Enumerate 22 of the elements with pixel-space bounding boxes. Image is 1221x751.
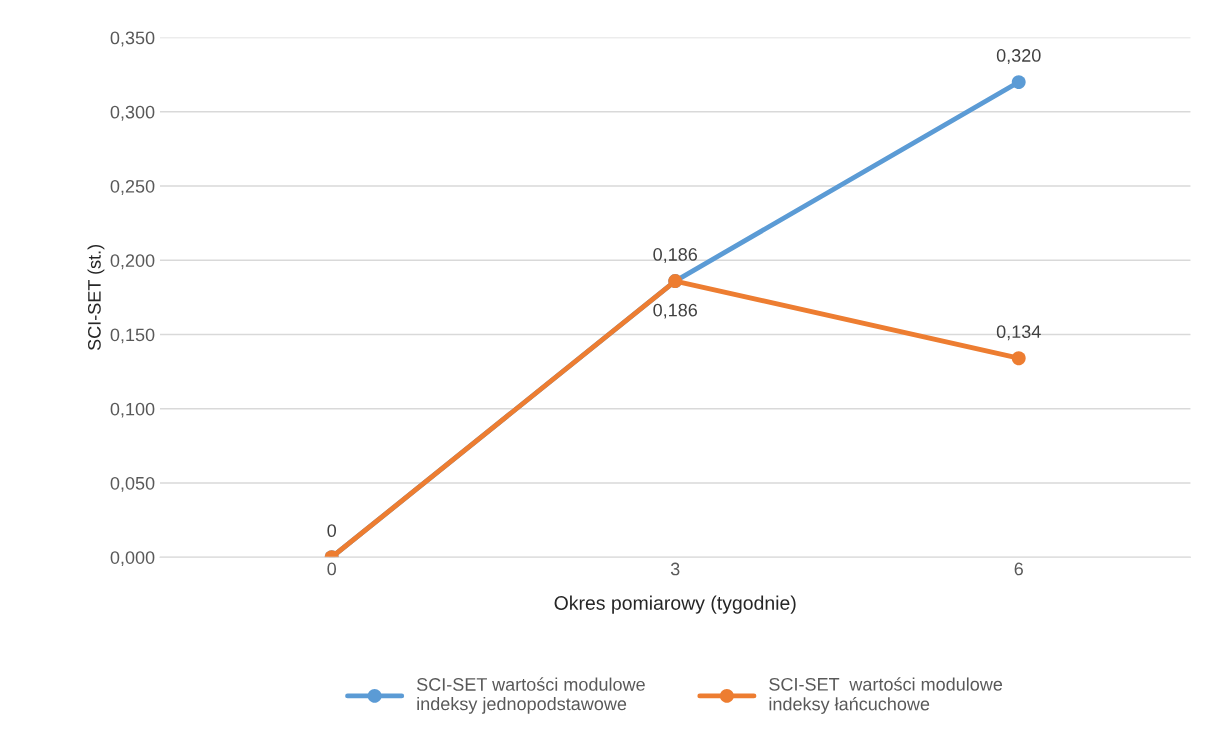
- data-label: 0: [327, 524, 337, 538]
- legend-label: SCI-SET wartości modulowe indeksy jednopodstawowe: [416, 677, 645, 714]
- data-label: 0,186: [653, 248, 698, 263]
- data-label: 0,186: [653, 303, 698, 319]
- y-tick-label: 0,000: [110, 551, 155, 567]
- x-axis-title: Okres pomiarowy (tygodnie): [554, 595, 796, 614]
- y-tick-label: 0,300: [110, 105, 155, 121]
- y-tick-label: 0,100: [110, 402, 155, 418]
- legend-label: SCI-SET wartości modulowe indeksy łańcuchowe: [769, 677, 1003, 714]
- y-tick-label: 0,050: [110, 476, 155, 492]
- data-label: 0,134: [996, 325, 1041, 341]
- data-label: 0,320: [996, 49, 1041, 64]
- y-tick-label: 0,350: [110, 31, 155, 47]
- point: [1011, 351, 1026, 366]
- x-tick-label: 6: [1014, 562, 1023, 576]
- x-tick-label: 0: [327, 562, 337, 576]
- y-tick-label: 0,250: [110, 179, 155, 195]
- point: [1011, 75, 1026, 90]
- y-axis-title: SCI-SET (st.): [87, 245, 105, 351]
- y-tick-label: 0,200: [110, 254, 155, 270]
- y-tick-label: 0,150: [110, 328, 155, 344]
- x-tick-label: 3: [670, 562, 680, 576]
